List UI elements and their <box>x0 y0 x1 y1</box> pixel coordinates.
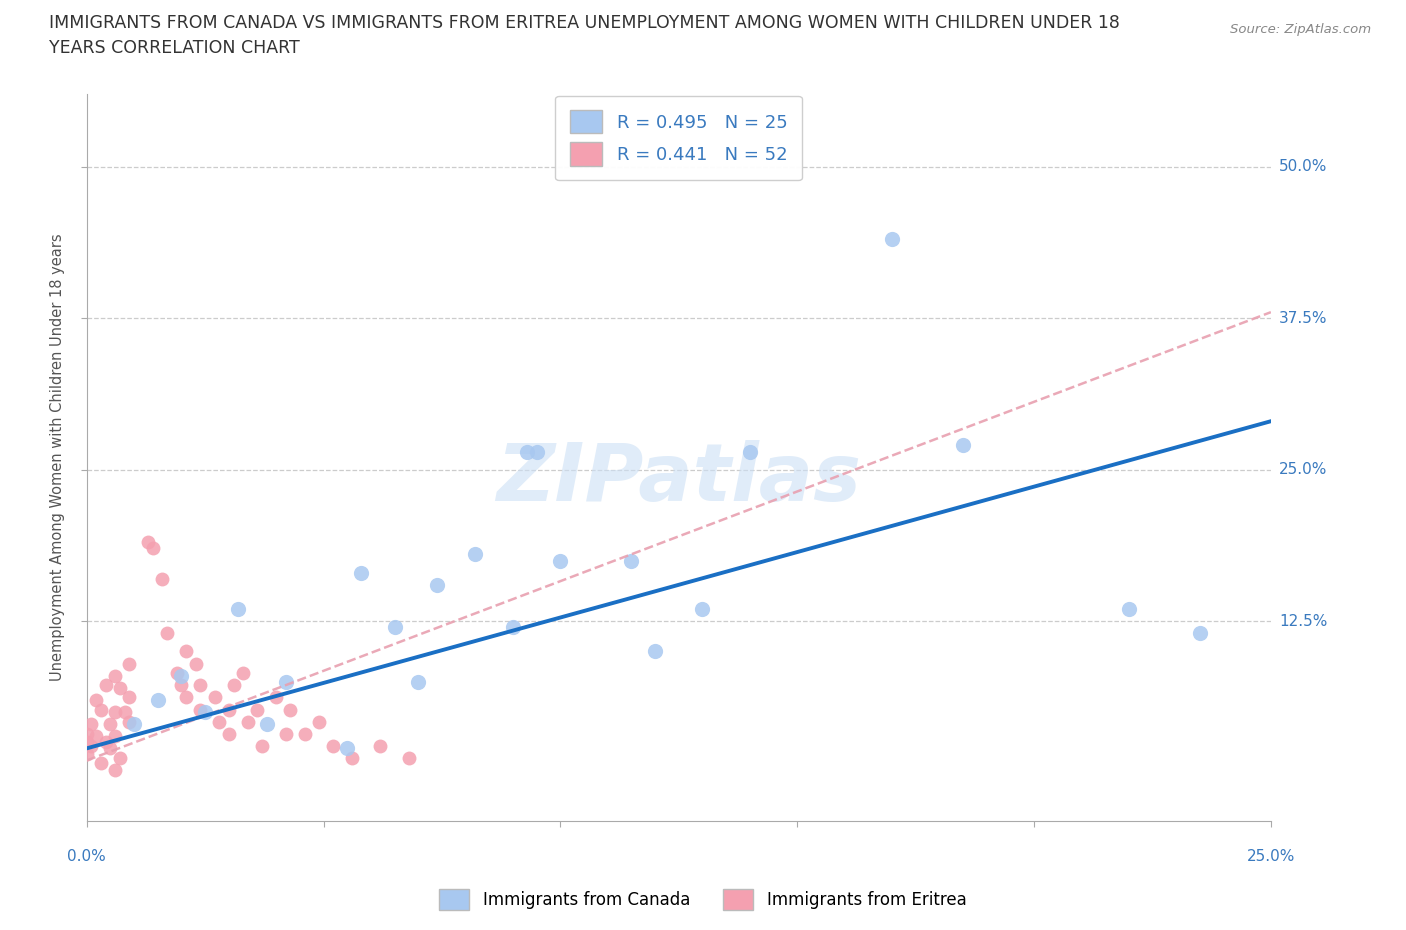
Point <box>256 717 278 732</box>
Point <box>384 619 406 634</box>
Point <box>76 735 98 750</box>
Point <box>84 693 107 708</box>
Point <box>104 669 127 684</box>
Point <box>232 666 254 681</box>
Point <box>118 714 141 729</box>
Point <box>94 678 117 693</box>
Point <box>464 547 486 562</box>
Legend: R = 0.495   N = 25, R = 0.441   N = 52: R = 0.495 N = 25, R = 0.441 N = 52 <box>555 96 801 180</box>
Point <box>502 619 524 634</box>
Point <box>170 669 193 684</box>
Point <box>80 738 103 753</box>
Point <box>340 751 363 765</box>
Text: 25.0%: 25.0% <box>1279 462 1327 477</box>
Text: 37.5%: 37.5% <box>1279 311 1327 325</box>
Point <box>94 735 117 750</box>
Point <box>426 578 449 592</box>
Point <box>190 678 212 693</box>
Point <box>644 644 666 658</box>
Point <box>738 444 761 458</box>
Point <box>76 747 98 762</box>
Point <box>336 741 359 756</box>
Point <box>208 714 231 729</box>
Point <box>104 729 127 744</box>
Point <box>398 751 420 765</box>
Point <box>204 690 226 705</box>
Point <box>280 702 302 717</box>
Point <box>98 717 121 732</box>
Point <box>250 738 273 753</box>
Point <box>146 693 169 708</box>
Text: YEARS CORRELATION CHART: YEARS CORRELATION CHART <box>49 39 299 57</box>
Point <box>190 702 212 717</box>
Point <box>90 755 112 770</box>
Point <box>880 232 903 246</box>
Point <box>90 702 112 717</box>
Point <box>156 626 179 641</box>
Point <box>236 714 259 729</box>
Point <box>264 690 287 705</box>
Point <box>322 738 344 753</box>
Point <box>1188 626 1211 641</box>
Legend: Immigrants from Canada, Immigrants from Eritrea: Immigrants from Canada, Immigrants from … <box>433 883 973 917</box>
Point <box>350 565 373 580</box>
Point <box>1118 602 1140 617</box>
Point <box>104 763 127 777</box>
Point <box>108 681 131 696</box>
Text: 0.0%: 0.0% <box>67 849 105 864</box>
Point <box>108 751 131 765</box>
Point <box>166 666 188 681</box>
Point <box>218 702 240 717</box>
Point <box>76 726 98 741</box>
Point <box>122 717 145 732</box>
Text: Source: ZipAtlas.com: Source: ZipAtlas.com <box>1230 23 1371 36</box>
Point <box>692 602 714 617</box>
Point <box>406 674 429 689</box>
Point <box>136 535 159 550</box>
Point <box>516 444 538 458</box>
Point <box>98 741 121 756</box>
Point <box>274 726 297 741</box>
Y-axis label: Unemployment Among Women with Children Under 18 years: Unemployment Among Women with Children U… <box>51 233 65 682</box>
Point <box>246 702 269 717</box>
Text: ZIPatlas: ZIPatlas <box>496 441 862 518</box>
Point <box>274 674 297 689</box>
Point <box>118 690 141 705</box>
Text: IMMIGRANTS FROM CANADA VS IMMIGRANTS FROM ERITREA UNEMPLOYMENT AMONG WOMEN WITH : IMMIGRANTS FROM CANADA VS IMMIGRANTS FRO… <box>49 14 1121 32</box>
Point <box>226 602 249 617</box>
Point <box>118 656 141 671</box>
Point <box>218 726 240 741</box>
Point <box>370 738 392 753</box>
Point <box>142 541 165 556</box>
Point <box>222 678 245 693</box>
Point <box>174 644 197 658</box>
Point <box>152 571 174 586</box>
Point <box>526 444 548 458</box>
Point <box>170 678 193 693</box>
Point <box>550 553 572 568</box>
Point <box>308 714 330 729</box>
Point <box>184 656 207 671</box>
Text: 25.0%: 25.0% <box>1247 849 1295 864</box>
Point <box>194 705 217 720</box>
Text: 50.0%: 50.0% <box>1279 159 1327 174</box>
Point <box>294 726 316 741</box>
Point <box>84 729 107 744</box>
Point <box>174 690 197 705</box>
Point <box>114 705 136 720</box>
Point <box>620 553 643 568</box>
Point <box>104 705 127 720</box>
Text: 12.5%: 12.5% <box>1279 614 1327 629</box>
Point <box>952 438 974 453</box>
Point <box>80 717 103 732</box>
